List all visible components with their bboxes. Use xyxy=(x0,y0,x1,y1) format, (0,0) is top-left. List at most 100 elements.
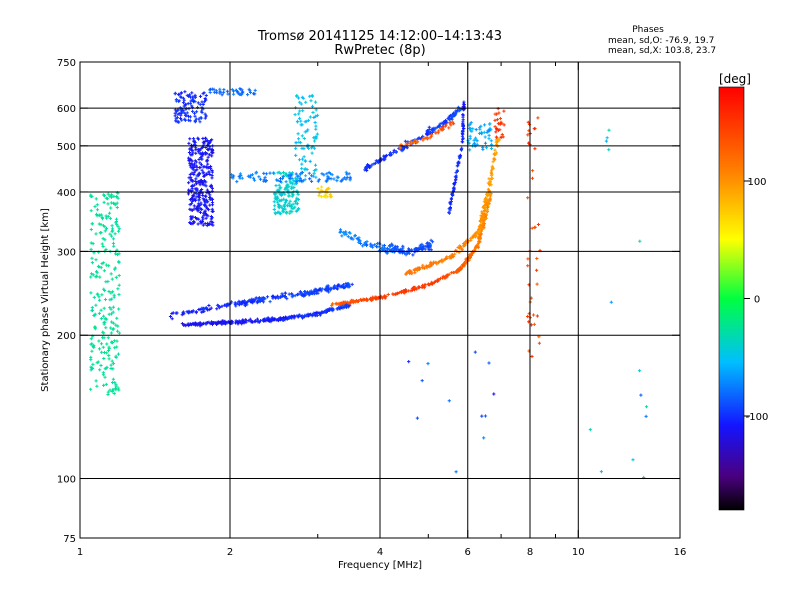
data-point xyxy=(97,347,102,351)
data-point xyxy=(102,269,106,273)
data-point xyxy=(340,234,344,238)
data-point xyxy=(117,388,121,392)
data-point xyxy=(483,414,488,418)
data-point xyxy=(331,307,335,311)
data-point xyxy=(105,342,109,346)
data-point xyxy=(344,177,348,181)
data-point xyxy=(482,205,486,209)
data-point xyxy=(113,346,117,350)
data-point xyxy=(480,211,484,216)
data-point xyxy=(110,341,114,345)
data-point xyxy=(430,263,434,267)
data-point xyxy=(418,245,422,249)
data-point xyxy=(252,298,256,302)
data-point xyxy=(346,301,350,305)
data-point xyxy=(231,176,235,180)
data-point xyxy=(390,243,395,247)
data-point xyxy=(116,352,121,356)
data-point xyxy=(424,132,429,136)
data-point xyxy=(109,206,113,210)
y-tick-label: 500 xyxy=(57,142,76,153)
data-point xyxy=(298,100,302,104)
y-tick-label: 200 xyxy=(57,331,76,342)
data-point xyxy=(285,183,289,187)
data-point xyxy=(420,265,424,269)
data-point xyxy=(425,266,429,270)
data-point xyxy=(455,164,459,168)
data-point xyxy=(415,416,419,420)
data-point xyxy=(283,207,287,211)
y-tick-label: 300 xyxy=(57,247,76,258)
data-point xyxy=(415,287,419,291)
data-point xyxy=(89,272,94,276)
data-point xyxy=(192,204,196,208)
data-point xyxy=(314,175,318,179)
x-tick-label: 2 xyxy=(227,547,233,558)
data-point xyxy=(206,162,210,166)
data-point xyxy=(267,319,271,323)
data-point xyxy=(201,217,205,221)
data-point xyxy=(432,281,436,285)
data-point xyxy=(102,350,107,355)
data-point xyxy=(111,310,115,314)
data-point xyxy=(479,124,483,128)
data-point xyxy=(90,222,94,226)
data-point xyxy=(111,241,116,245)
data-point xyxy=(248,90,253,95)
data-point xyxy=(193,94,197,98)
data-point xyxy=(639,393,643,397)
data-point xyxy=(198,94,203,98)
data-point xyxy=(348,175,352,179)
data-point xyxy=(215,307,219,311)
data-point xyxy=(426,241,430,245)
data-point xyxy=(271,171,275,175)
data-point xyxy=(276,197,280,201)
data-point xyxy=(188,173,192,177)
data-point xyxy=(631,458,635,462)
data-point xyxy=(296,315,300,319)
data-point xyxy=(208,184,212,188)
data-point xyxy=(191,149,195,153)
data-point xyxy=(207,303,211,308)
data-point xyxy=(278,295,282,299)
data-point xyxy=(112,391,116,396)
data-point xyxy=(210,322,215,327)
colorbar-ticks: 100 0 -100 xyxy=(744,177,768,423)
data-point xyxy=(94,303,98,307)
data-point xyxy=(480,132,484,136)
data-point xyxy=(92,313,96,318)
data-point xyxy=(200,106,204,110)
data-point xyxy=(295,208,299,212)
data-point xyxy=(464,241,468,245)
data-point xyxy=(414,141,418,145)
data-point xyxy=(447,399,451,403)
data-point xyxy=(109,272,113,276)
data-point xyxy=(313,291,317,295)
data-point xyxy=(255,317,259,321)
data-point xyxy=(100,293,104,297)
data-point xyxy=(471,251,475,255)
data-point xyxy=(113,232,117,236)
data-point xyxy=(220,93,224,97)
data-point xyxy=(257,296,261,300)
data-point xyxy=(320,287,324,291)
data-point xyxy=(241,318,245,322)
data-point xyxy=(95,214,99,218)
data-point xyxy=(195,165,199,169)
data-point xyxy=(290,176,294,181)
data-point xyxy=(206,147,210,152)
data-point xyxy=(170,317,174,321)
data-point xyxy=(94,379,98,383)
data-point xyxy=(537,341,541,345)
data-point xyxy=(188,221,193,225)
data-point xyxy=(458,246,462,250)
data-point xyxy=(205,139,209,143)
data-point xyxy=(200,168,204,172)
data-point xyxy=(486,187,490,191)
data-point xyxy=(364,164,368,169)
data-point xyxy=(320,172,324,176)
data-point xyxy=(230,173,234,177)
data-point xyxy=(93,325,97,329)
data-point xyxy=(103,375,107,379)
data-point xyxy=(284,198,289,202)
